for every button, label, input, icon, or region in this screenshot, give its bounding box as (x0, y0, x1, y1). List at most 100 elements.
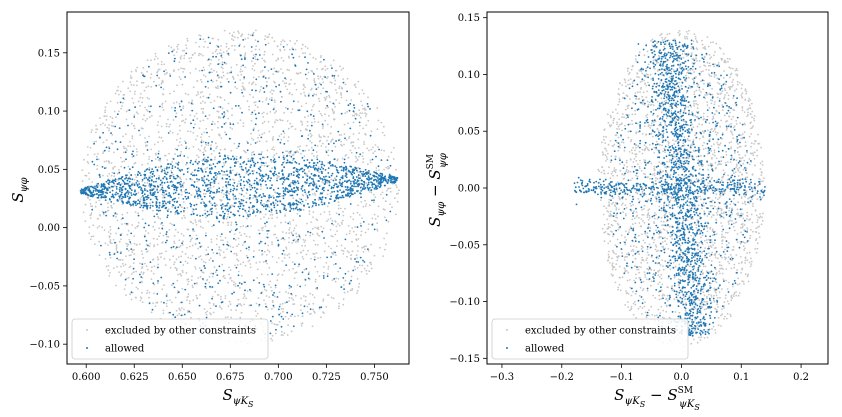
left-point-series0-730 (203, 157, 206, 159)
left-point-series1-1715 (186, 191, 189, 194)
left-point-series0-2235 (108, 274, 111, 277)
left-point-series0-1802 (189, 72, 192, 74)
left-point-series1-1788 (139, 281, 142, 284)
left-point-series0-159 (206, 166, 209, 169)
left-point-series1-1934 (312, 94, 314, 97)
left-point-series1-631 (144, 170, 146, 173)
left-point-series1-875 (270, 196, 272, 199)
left-point-series1-1069 (102, 183, 105, 186)
left-point-series1-1711 (329, 160, 331, 163)
left-point-series0-773 (393, 146, 395, 149)
left-point-series1-1885 (222, 243, 225, 246)
left-point-series0-1126 (338, 302, 340, 305)
left-point-series1-1335 (146, 198, 148, 201)
left-point-series0-55 (273, 40, 276, 43)
left-point-series0-2555 (87, 154, 89, 156)
left-point-series0-790 (338, 85, 341, 88)
left-point-series0-2321 (319, 112, 322, 115)
left-point-series0-2282 (358, 109, 360, 112)
left-point-series1-889 (139, 174, 142, 177)
left-point-series0-1314 (283, 132, 286, 135)
left-point-series0-1820 (365, 273, 368, 275)
left-point-series0-2318 (155, 153, 157, 156)
left-point-series1-1269 (390, 177, 392, 180)
left-point-series1-1712 (91, 208, 94, 211)
left-point-series1-724 (198, 161, 201, 163)
left-point-series1-2080 (116, 113, 119, 116)
left-point-series0-1683 (102, 174, 104, 177)
left-point-series1-845 (91, 195, 94, 198)
left-point-series1-2038 (331, 67, 333, 69)
left-point-series1-2161 (234, 81, 237, 84)
left-point-series1-2023 (166, 181, 169, 184)
left-point-series1-2113 (265, 260, 267, 262)
left-point-series1-1266 (84, 186, 87, 189)
left-point-series1-669 (311, 159, 313, 162)
left-point-series1-1802 (258, 112, 260, 114)
left-point-series0-1854 (227, 117, 230, 120)
left-point-series0-1063 (213, 69, 215, 72)
left-point-series0-2239 (376, 128, 379, 131)
left-point-series0-439 (169, 130, 172, 133)
left-panel: 0.600 0.625 0.650 0.675 0.700 0.725 0.750 −0.1… (9, 11, 410, 409)
left-point-series0-2553 (177, 144, 180, 147)
left-point-series1-1242 (290, 172, 293, 175)
left-point-series0-2125 (106, 126, 109, 129)
left-point-series1-2016 (183, 155, 186, 157)
left-point-series0-2191 (335, 254, 337, 256)
left-point-series1-1232 (252, 205, 254, 207)
left-xtick-label-5: 0.725 (312, 372, 341, 383)
left-point-series1-1578 (177, 206, 180, 209)
left-point-series0-732 (397, 192, 399, 195)
left-point-series1-1325 (376, 180, 378, 183)
left-point-series0-1039 (326, 181, 329, 184)
left-point-series1-1264 (165, 178, 168, 181)
left-point-series0-677 (283, 332, 286, 335)
left-point-series1-1703 (292, 100, 295, 103)
left-point-series0-145 (147, 162, 149, 165)
left-point-series1-1700 (273, 291, 275, 294)
left-point-series0-1768 (205, 313, 208, 316)
left-point-series1-398 (92, 191, 95, 193)
left-point-series0-988 (142, 153, 145, 155)
left-point-series1-416 (209, 195, 211, 197)
left-point-series0-41 (90, 212, 93, 215)
left-point-series0-2402 (273, 67, 275, 70)
left-point-series1-1523 (118, 197, 121, 199)
left-point-series0-1077 (186, 311, 189, 314)
left-point-series1-1646 (292, 56, 295, 59)
left-point-series0-233 (362, 157, 365, 160)
left-point-series0-149 (169, 73, 171, 76)
left-point-series1-2099 (148, 176, 151, 179)
left-point-series0-780 (239, 119, 242, 122)
left-point-series0-2013 (302, 249, 305, 252)
right-point-series0-27 (729, 85, 732, 88)
left-point-series1-975 (193, 169, 196, 172)
left-point-series1-809 (87, 194, 90, 197)
left-point-series0-319 (120, 250, 122, 253)
left-point-series0-2322 (202, 200, 205, 203)
left-point-series1-916 (176, 212, 179, 215)
left-point-series0-982 (239, 316, 242, 319)
left-point-series1-1835 (331, 74, 334, 77)
left-point-series1-1534 (304, 172, 306, 175)
left-point-series1-1071 (314, 198, 316, 201)
left-point-series0-154 (280, 57, 283, 59)
left-point-series0-1861 (220, 298, 222, 301)
left-point-series0-2058 (101, 226, 103, 229)
left-point-series0-2205 (364, 199, 366, 202)
left-point-series1-322 (233, 205, 236, 208)
left-point-series1-1863 (303, 305, 306, 308)
left-point-series1-1746 (241, 91, 244, 94)
left-point-series1-2017 (358, 121, 361, 124)
left-point-series0-260 (200, 81, 203, 83)
left-point-series0-1274 (141, 101, 144, 104)
left-point-series1-419 (332, 186, 335, 189)
left-point-series1-951 (253, 186, 256, 189)
left-point-series0-2397 (222, 196, 225, 198)
left-point-series0-373 (197, 247, 200, 250)
left-point-series0-2578 (204, 146, 206, 149)
left-point-series0-2408 (161, 79, 164, 82)
left-point-series1-2028 (250, 184, 253, 187)
left-point-series1-1193 (89, 190, 92, 192)
